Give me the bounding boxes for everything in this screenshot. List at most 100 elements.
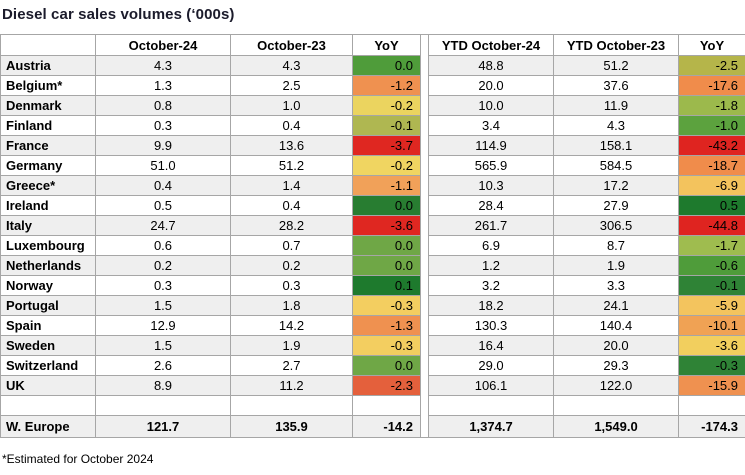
section-divider: [420, 195, 429, 216]
value-cell-oct24: 0.8: [95, 95, 231, 116]
ytd-yoy-cell: -43.2: [678, 135, 745, 156]
country-cell: Portugal: [0, 295, 96, 316]
ytd-yoy-cell: -0.1: [678, 275, 745, 296]
value-cell-oct23: 0.4: [230, 115, 353, 136]
value-cell-ytd23: 3.3: [553, 275, 679, 296]
country-cell: Denmark: [0, 95, 96, 116]
value-cell-oct24: 1.5: [95, 295, 231, 316]
table-row: Ireland 0.5 0.4 0.0 28.4 27.9 0.5: [0, 195, 745, 216]
value-cell-oct23: 2.5: [230, 75, 353, 96]
value-cell-ytd23: [553, 395, 679, 416]
section-divider: [420, 275, 429, 296]
yoy-cell: -0.1: [352, 115, 421, 136]
value-cell-oct24: 2.6: [95, 355, 231, 376]
value-cell-ytd24: 20.0: [428, 75, 554, 96]
table-row: Portugal 1.5 1.8 -0.3 18.2 24.1 -5.9: [0, 295, 745, 316]
value-cell-oct24: 0.4: [95, 175, 231, 196]
section-divider: [420, 155, 429, 176]
ytd-yoy-cell: -174.3: [678, 415, 745, 438]
ytd-yoy-cell: -1.0: [678, 115, 745, 136]
table-row: Norway 0.3 0.3 0.1 3.2 3.3 -0.1: [0, 275, 745, 296]
value-cell-oct24: 24.7: [95, 215, 231, 236]
value-cell-oct24: [95, 395, 231, 416]
ytd-yoy-cell: -15.9: [678, 375, 745, 396]
country-cell: Finland: [0, 115, 96, 136]
value-cell-ytd23: 306.5: [553, 215, 679, 236]
section-divider: [420, 55, 429, 76]
value-cell-oct24: 4.3: [95, 55, 231, 76]
value-cell-oct23: 11.2: [230, 375, 353, 396]
value-cell-oct24: 0.6: [95, 235, 231, 256]
yoy-cell: -1.3: [352, 315, 421, 336]
yoy-cell: -0.2: [352, 95, 421, 116]
table-row: Greece* 0.4 1.4 -1.1 10.3 17.2 -6.9: [0, 175, 745, 196]
section-divider: [420, 75, 429, 96]
yoy-cell: -0.3: [352, 335, 421, 356]
ytd-yoy-cell: -3.6: [678, 335, 745, 356]
value-cell-ytd23: 51.2: [553, 55, 679, 76]
country-cell: Luxembourg: [0, 235, 96, 256]
yoy-cell: -1.1: [352, 175, 421, 196]
value-cell-oct24: 0.2: [95, 255, 231, 276]
value-cell-oct24: 8.9: [95, 375, 231, 396]
value-cell-ytd24: [428, 395, 554, 416]
value-cell-ytd24: 18.2: [428, 295, 554, 316]
page-title: Diesel car sales volumes (‘000s): [2, 6, 235, 23]
yoy-cell: -2.3: [352, 375, 421, 396]
yoy-cell: -0.2: [352, 155, 421, 176]
value-cell-oct24: 51.0: [95, 155, 231, 176]
value-cell-ytd24: 6.9: [428, 235, 554, 256]
table-row: Denmark 0.8 1.0 -0.2 10.0 11.9 -1.8: [0, 95, 745, 116]
value-cell-ytd24: 28.4: [428, 195, 554, 216]
value-cell-ytd23: 20.0: [553, 335, 679, 356]
value-cell-ytd23: 158.1: [553, 135, 679, 156]
header-ytd-october-23: YTD October-23: [553, 34, 679, 56]
value-cell-oct23: 1.4: [230, 175, 353, 196]
section-divider: [420, 34, 429, 56]
section-divider: [420, 415, 429, 438]
ytd-yoy-cell: -5.9: [678, 295, 745, 316]
table-row: UK 8.9 11.2 -2.3 106.1 122.0 -15.9: [0, 375, 745, 396]
header-country: [0, 34, 96, 56]
value-cell-oct23: 135.9: [230, 415, 353, 438]
yoy-cell: -14.2: [352, 415, 421, 438]
country-cell: Belgium*: [0, 75, 96, 96]
diesel-sales-table: October-24 October-23 YoY YTD October-24…: [0, 34, 745, 438]
value-cell-oct24: 121.7: [95, 415, 231, 438]
value-cell-ytd24: 261.7: [428, 215, 554, 236]
table-row: France 9.9 13.6 -3.7 114.9 158.1 -43.2: [0, 135, 745, 156]
table-body: Austria 4.3 4.3 0.0 48.8 51.2 -2.5 Belgium* 1.3 2…: [0, 55, 745, 438]
value-cell-ytd24: 1,374.7: [428, 415, 554, 438]
header-october-24: October-24: [95, 34, 231, 56]
section-divider: [420, 215, 429, 236]
section-divider: [420, 235, 429, 256]
yoy-cell: 0.0: [352, 55, 421, 76]
table-row: Finland 0.3 0.4 -0.1 3.4 4.3 -1.0: [0, 115, 745, 136]
table-row: Sweden 1.5 1.9 -0.3 16.4 20.0 -3.6: [0, 335, 745, 356]
value-cell-ytd23: 27.9: [553, 195, 679, 216]
section-divider: [420, 355, 429, 376]
value-cell-oct24: 0.3: [95, 275, 231, 296]
value-cell-ytd24: 3.4: [428, 115, 554, 136]
value-cell-ytd24: 1.2: [428, 255, 554, 276]
header-ytd-october-24: YTD October-24: [428, 34, 554, 56]
value-cell-ytd23: 4.3: [553, 115, 679, 136]
section-divider: [420, 175, 429, 196]
table-row: Austria 4.3 4.3 0.0 48.8 51.2 -2.5: [0, 55, 745, 76]
ytd-yoy-cell: -0.3: [678, 355, 745, 376]
yoy-cell: 0.1: [352, 275, 421, 296]
total-row: W. Europe 121.7 135.9 -14.2 1,374.7 1,549.0 -1…: [0, 415, 745, 438]
value-cell-oct23: 0.7: [230, 235, 353, 256]
value-cell-oct24: 1.5: [95, 335, 231, 356]
ytd-yoy-cell: -17.6: [678, 75, 745, 96]
value-cell-oct23: 28.2: [230, 215, 353, 236]
footnote: *Estimated for October 2024: [2, 452, 154, 466]
value-cell-oct23: 1.9: [230, 335, 353, 356]
ytd-yoy-cell: -1.8: [678, 95, 745, 116]
value-cell-ytd23: 140.4: [553, 315, 679, 336]
table-row: Luxembourg 0.6 0.7 0.0 6.9 8.7 -1.7: [0, 235, 745, 256]
section-divider: [420, 375, 429, 396]
header-october-23: October-23: [230, 34, 353, 56]
section-divider: [420, 115, 429, 136]
